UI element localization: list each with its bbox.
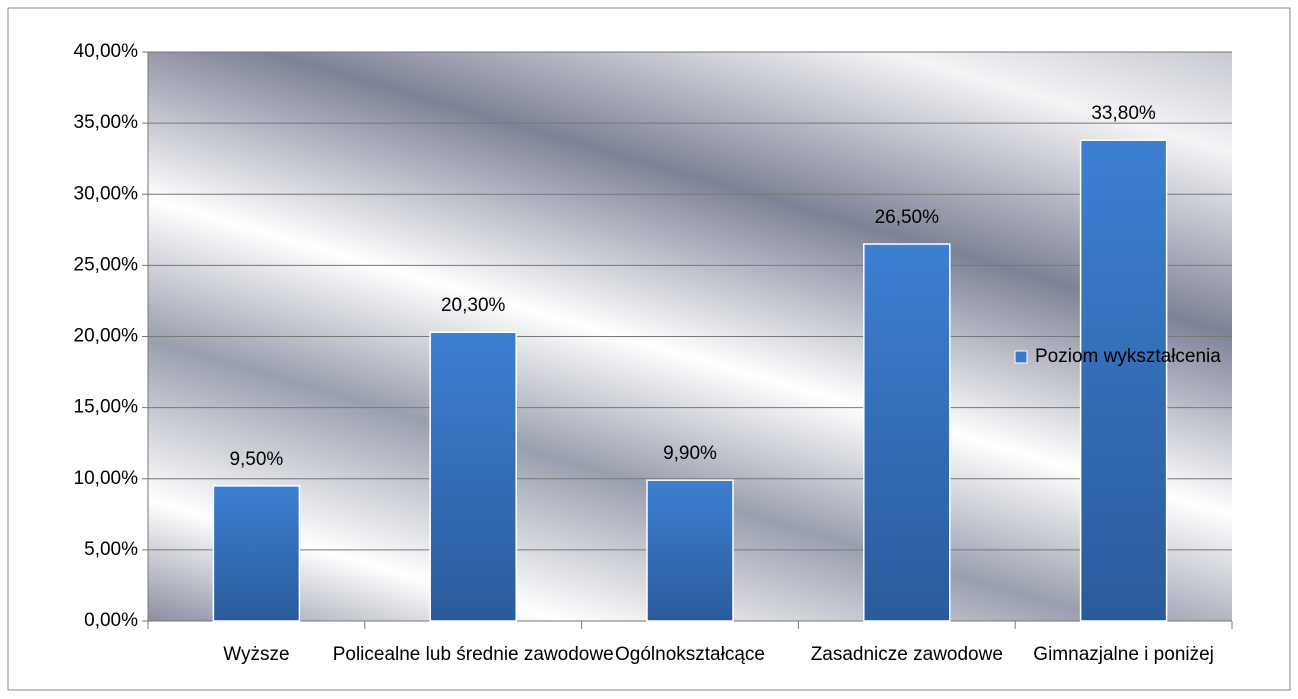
data-label: 26,50% — [875, 207, 940, 228]
y-tick-label: 0,00% — [84, 610, 138, 631]
x-tick-label: Wyższe — [223, 644, 289, 665]
y-tick-label: 25,00% — [74, 254, 139, 275]
x-tick-label: Zasadnicze zawodowe — [811, 644, 1003, 665]
data-label: 9,90% — [663, 443, 717, 464]
bar — [212, 485, 301, 622]
y-tick-label: 40,00% — [74, 41, 139, 62]
y-tick-label: 5,00% — [84, 539, 138, 560]
bar — [863, 243, 951, 622]
y-tick-label: 35,00% — [74, 112, 139, 133]
y-tick-label: 10,00% — [74, 468, 139, 489]
bar — [429, 331, 517, 622]
x-tick-label: Gimnazjalne i poniżej — [1033, 644, 1214, 665]
bar — [646, 479, 734, 622]
y-tick-label: 15,00% — [74, 397, 139, 418]
y-tick-label: 30,00% — [74, 183, 139, 204]
data-label: 9,50% — [229, 449, 283, 470]
legend-label: Poziom wykształcenia — [1035, 346, 1221, 367]
x-tick-label: Ogólnokształcące — [615, 644, 765, 665]
x-tick-label: Policealne lub średnie zawodowe — [333, 644, 614, 665]
y-tick-label: 20,00% — [74, 326, 139, 347]
data-label: 20,30% — [441, 295, 506, 316]
legend-swatch — [1014, 350, 1028, 364]
bar — [1079, 139, 1168, 622]
data-label: 33,80% — [1091, 103, 1156, 124]
